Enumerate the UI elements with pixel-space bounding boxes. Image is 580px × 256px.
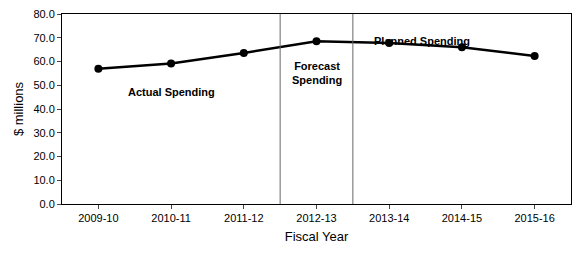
- svg-text:30.0: 30.0: [33, 127, 54, 139]
- svg-text:50.0: 50.0: [33, 79, 54, 91]
- svg-text:70.0: 70.0: [33, 32, 54, 44]
- svg-text:Planned Spending: Planned Spending: [374, 35, 470, 47]
- svg-text:2014-15: 2014-15: [442, 212, 482, 224]
- svg-text:2013-14: 2013-14: [369, 212, 409, 224]
- svg-text:Actual Spending: Actual Spending: [128, 86, 215, 98]
- svg-text:ForecastSpending: ForecastSpending: [292, 60, 342, 86]
- svg-text:2011-12: 2011-12: [224, 212, 264, 224]
- svg-text:80.0: 80.0: [33, 8, 54, 20]
- svg-text:20.0: 20.0: [33, 150, 54, 162]
- svg-text:Fiscal Year: Fiscal Year: [285, 229, 349, 244]
- svg-text:60.0: 60.0: [33, 55, 54, 67]
- svg-text:2012-13: 2012-13: [296, 212, 336, 224]
- svg-text:0.0: 0.0: [40, 198, 55, 210]
- svg-text:2010-11: 2010-11: [151, 212, 191, 224]
- svg-text:$ millions: $ millions: [11, 81, 26, 136]
- svg-text:2015-16: 2015-16: [514, 212, 554, 224]
- svg-text:10.0: 10.0: [33, 174, 54, 186]
- svg-text:2009-10: 2009-10: [78, 212, 118, 224]
- svg-text:40.0: 40.0: [33, 103, 54, 115]
